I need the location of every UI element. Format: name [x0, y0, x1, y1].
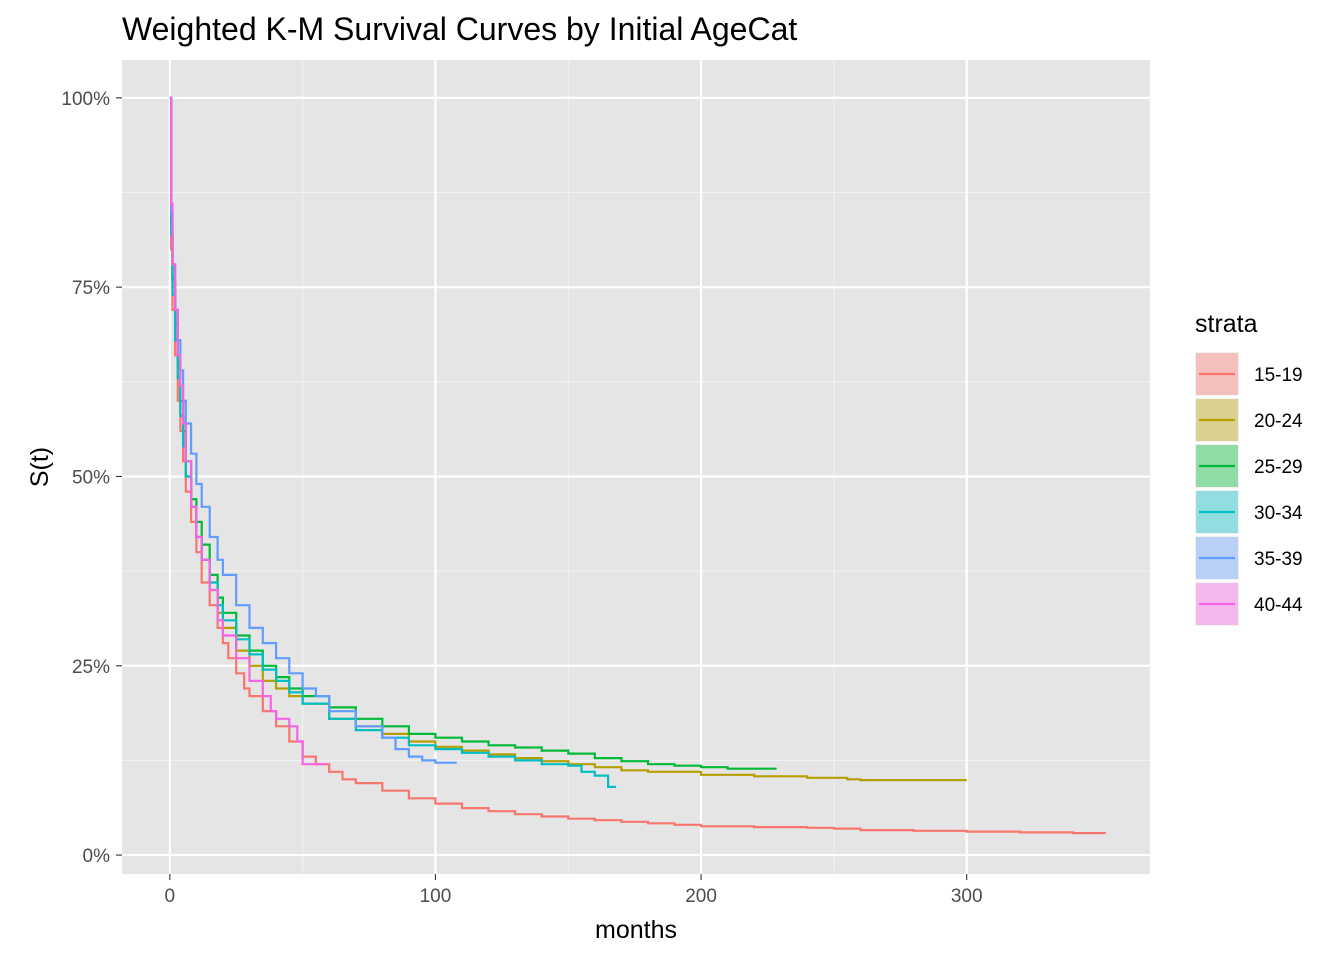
- legend-item-30-34: 30-34: [1195, 490, 1303, 534]
- series-line-40-44: [169, 96, 327, 766]
- y-tick-label: 25%: [72, 657, 110, 678]
- y-tick-label: 0%: [83, 846, 111, 867]
- legend-item-40-44: 40-44: [1195, 582, 1303, 626]
- legend-item-20-24: 20-24: [1195, 398, 1303, 442]
- legend-label: 30-34: [1254, 503, 1303, 524]
- legend-label: 15-19: [1254, 365, 1303, 386]
- y-axis: 0% 25% 50% 75% 100%: [61, 89, 122, 867]
- legend-item-35-39: 35-39: [1195, 536, 1303, 580]
- y-tick-label: 50%: [72, 467, 110, 488]
- y-tick-label: 75%: [72, 278, 110, 299]
- x-axis: 0 100 200 300: [165, 874, 983, 907]
- series-line-35-39: [169, 96, 457, 764]
- x-axis-title: months: [595, 916, 677, 944]
- legend: strata 15-19 20-24 25-29 30-34 35-39 40-44: [1195, 310, 1303, 626]
- legend-label: 40-44: [1254, 595, 1303, 616]
- chart-title: Weighted K-M Survival Curves by Initial …: [122, 11, 797, 47]
- legend-label: 25-29: [1254, 457, 1303, 478]
- legend-label: 20-24: [1254, 411, 1303, 432]
- legend-item-25-29: 25-29: [1195, 444, 1303, 488]
- x-tick-label: 0: [165, 886, 176, 907]
- plot-panel: [122, 60, 1150, 874]
- series-line-15-19: [169, 96, 1106, 835]
- y-tick-label: 100%: [61, 89, 110, 110]
- x-tick-label: 100: [420, 886, 452, 907]
- x-tick-label: 200: [685, 886, 717, 907]
- legend-title: strata: [1195, 310, 1258, 338]
- legend-label: 35-39: [1254, 549, 1303, 570]
- series-lines: [169, 96, 1106, 835]
- x-tick-label: 300: [951, 886, 983, 907]
- y-axis-title: S(t): [26, 447, 54, 487]
- grid-lines: [122, 60, 1150, 874]
- legend-item-15-19: 15-19: [1195, 352, 1303, 396]
